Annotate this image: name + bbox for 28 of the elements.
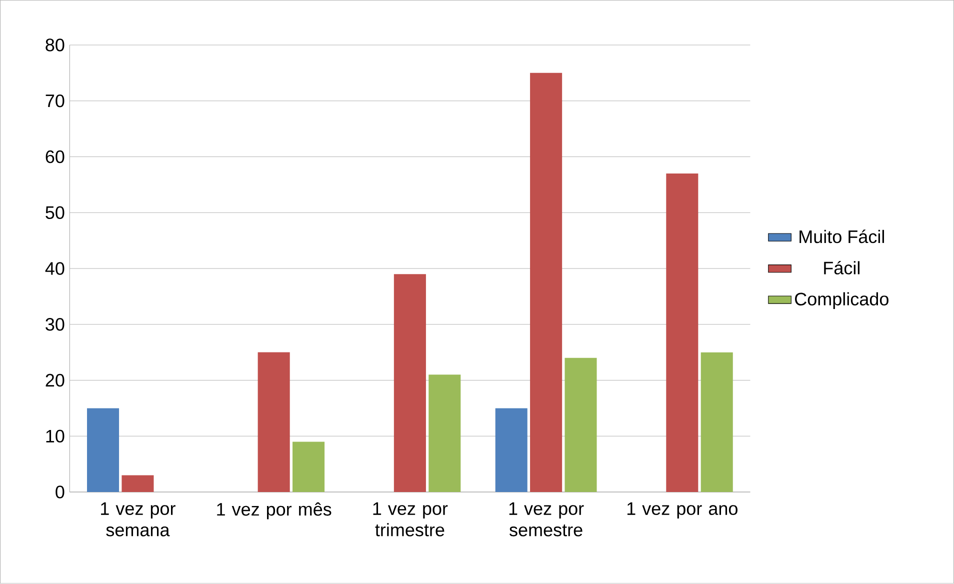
x-tick-label: 1 vez por semana <box>101 502 176 536</box>
y-tick-label: 20 <box>46 374 64 387</box>
x-tick-label: 1 vez por trimestre <box>373 502 448 536</box>
x-tick-label: 1 vez por ano <box>627 502 738 519</box>
bar <box>564 358 597 492</box>
bar <box>87 408 120 492</box>
bar <box>258 352 290 492</box>
y-tick-label: 50 <box>46 206 64 220</box>
bar <box>122 475 154 492</box>
y-tick-label: 60 <box>46 150 64 164</box>
bar <box>428 374 461 492</box>
bar <box>700 352 733 492</box>
y-tick-label: 0 <box>56 486 64 499</box>
y-tick-label: 30 <box>46 318 64 331</box>
y-tick-label: 10 <box>46 430 64 443</box>
bar <box>292 442 325 492</box>
y-tick-label: 70 <box>46 94 64 108</box>
y-tick-label: 40 <box>45 262 64 276</box>
x-tick-label: 1 vez por mês <box>217 502 332 520</box>
legend-label: Fácil <box>824 261 860 275</box>
bar <box>394 274 426 492</box>
bar <box>495 408 528 492</box>
y-tick-label: 80 <box>46 38 64 52</box>
bar <box>666 174 698 492</box>
legend-label: Complicado <box>795 292 888 310</box>
bar <box>530 73 562 492</box>
x-tick-label: 1 vez por semestre <box>509 502 584 536</box>
legend-label: Muito Fácil <box>800 230 884 244</box>
